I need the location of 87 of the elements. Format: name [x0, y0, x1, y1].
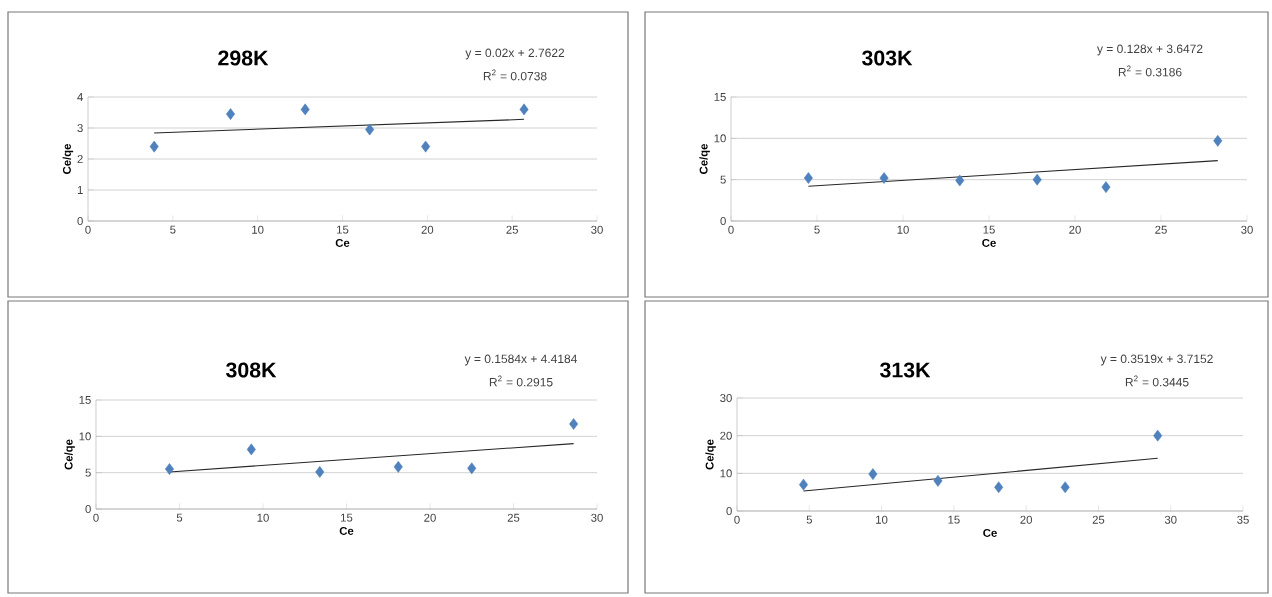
x-axis-title: Ce — [335, 238, 350, 247]
point — [569, 418, 579, 430]
point — [149, 140, 159, 153]
y-tick-label: 0 — [85, 505, 91, 514]
point — [1060, 481, 1070, 494]
point — [467, 462, 477, 475]
x-tick-label: 25 — [507, 513, 520, 522]
y-tick-label: 0 — [726, 507, 732, 516]
x-tick-label: 5 — [176, 513, 183, 522]
y-axis-title: Ce/qe — [64, 439, 75, 470]
point — [1213, 134, 1223, 147]
y-tick-label: 2 — [77, 155, 83, 163]
x-tick-label: 0 — [734, 515, 740, 524]
y-tick-label: 5 — [720, 175, 726, 184]
y-tick-label: 15 — [714, 93, 726, 101]
x-tick-label: 35 — [1237, 515, 1249, 524]
point — [165, 463, 174, 475]
x-tick-label: 20 — [1069, 225, 1081, 234]
y-tick-label: 20 — [720, 431, 732, 440]
x-tick-label: 30 — [1164, 515, 1177, 524]
x-tick-label: 5 — [806, 515, 812, 524]
x-tick-label: 10 — [897, 225, 909, 234]
text: R$^{2}$ = 0.3186 — [1118, 65, 1182, 77]
point — [803, 172, 813, 184]
text: R$^{2}$ = 0.0738 — [483, 69, 547, 81]
x-tick-label: 20 — [421, 225, 434, 234]
chart-title: 308K — [225, 362, 277, 378]
x-tick-label: 10 — [257, 513, 269, 522]
text: y = 0.1584x + 4.4184 — [464, 354, 578, 366]
text: y = 0.02x + 2.7622 — [465, 48, 565, 60]
x-tick-label: 25 — [1155, 225, 1167, 234]
y-tick-label: 3 — [77, 124, 83, 133]
point — [955, 174, 965, 187]
point — [393, 460, 403, 473]
x-tick-label: 10 — [252, 225, 264, 234]
chart-title: 298K — [218, 50, 269, 66]
x-tick-label: 20 — [424, 513, 436, 522]
x-tick-label: 15 — [948, 515, 960, 524]
point — [519, 103, 529, 116]
x-tick-label: 15 — [983, 225, 995, 234]
x-tick-label: 5 — [814, 225, 820, 234]
y-axis-title: Ce/qe — [699, 143, 710, 174]
x-tick-label: 15 — [337, 225, 349, 234]
point — [246, 443, 256, 456]
x-axis-title: Ce — [983, 528, 997, 537]
x-tick-label: 10 — [876, 515, 888, 524]
point — [994, 481, 1004, 494]
y-tick-label: 10 — [714, 134, 726, 143]
y-axis-title: Ce/qe — [62, 143, 74, 174]
point — [421, 140, 431, 153]
x-tick-label: 15 — [341, 513, 353, 522]
y-tick-label: 0 — [720, 217, 726, 226]
point — [879, 172, 889, 184]
y-tick-label: 10 — [720, 469, 732, 478]
point — [315, 466, 325, 478]
x-tick-label: 25 — [1092, 515, 1105, 524]
point — [1153, 429, 1163, 442]
y-tick-label: 10 — [79, 432, 91, 441]
x-tick-label: 30 — [591, 225, 603, 234]
point — [868, 468, 878, 480]
text: y = 0.3519x + 3.7152 — [1100, 354, 1213, 366]
x-axis-title: Ce — [982, 238, 996, 247]
x-tick-label: 0 — [93, 513, 99, 522]
y-tick-label: 5 — [85, 468, 91, 477]
x-tick-label: 5 — [170, 225, 176, 234]
y-tick-label: 0 — [77, 217, 83, 226]
chart-title: 313K — [879, 362, 931, 378]
point — [226, 108, 235, 120]
y-tick-label: 15 — [79, 396, 91, 404]
point — [933, 475, 943, 487]
x-tick-label: 20 — [1020, 515, 1032, 524]
point — [1032, 173, 1042, 186]
text: R$^{2}$ = 0.3445 — [1125, 375, 1189, 387]
x-tick-label: 25 — [506, 225, 518, 234]
text: y = 0.128x + 3.6472 — [1096, 44, 1203, 56]
y-tick-label: 1 — [77, 186, 83, 194]
point — [1101, 181, 1111, 193]
x-axis-title: Ce — [339, 526, 354, 535]
point — [365, 123, 375, 136]
chart-title: 303K — [861, 50, 913, 66]
point — [300, 103, 310, 116]
x-tick-label: 30 — [591, 513, 603, 522]
y-tick-label: 30 — [720, 394, 732, 403]
y-tick-label: 4 — [77, 93, 83, 101]
text: R$^{2}$ = 0.2915 — [489, 375, 553, 387]
y-axis-title: Ce/qe — [705, 439, 716, 470]
x-tick-label: 30 — [1241, 225, 1253, 234]
